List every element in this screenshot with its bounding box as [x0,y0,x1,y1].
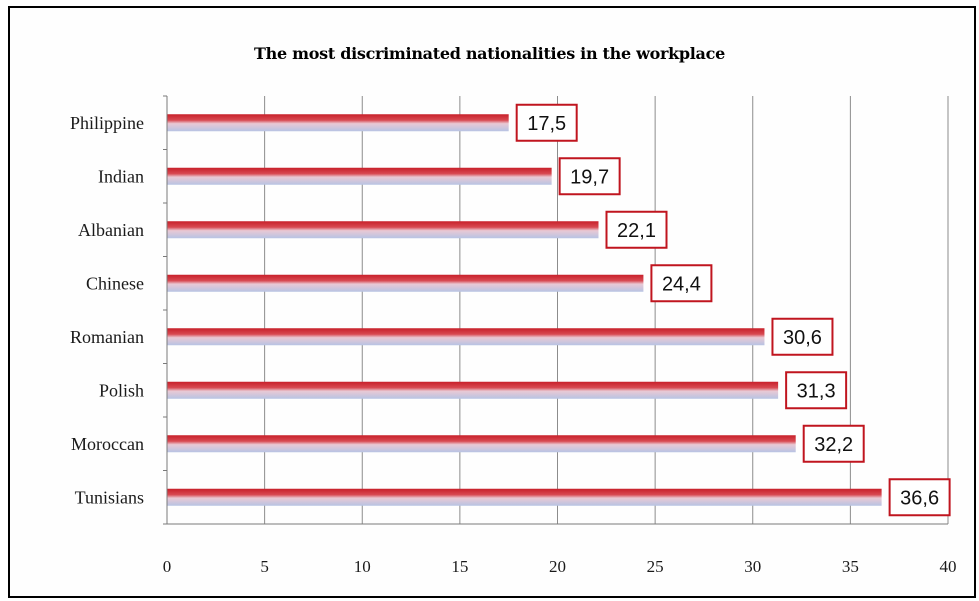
value-label: 36,6 [900,487,939,509]
value-label-box [605,210,668,249]
category-label: Indian [98,166,144,186]
bar [167,381,779,399]
value-label-box [888,478,951,517]
x-tick-label: 10 [354,557,371,576]
value-label-box [771,317,834,356]
bar [167,114,509,132]
category-label: Romanian [70,327,144,347]
category-label: Moroccan [71,434,144,454]
category-label: Philippine [70,113,144,133]
bar [167,435,796,453]
value-label-box [785,371,848,410]
value-label-box [558,157,621,196]
x-tick-label: 0 [163,557,172,576]
chart-title: The most discriminated nationalities in … [254,44,725,63]
x-tick-label: 25 [647,557,664,576]
bar [167,488,882,506]
value-label: 22,1 [617,220,656,242]
bar [167,221,599,239]
x-tick-label: 30 [744,557,761,576]
value-label: 17,5 [527,113,566,135]
category-label: Tunisians [75,487,144,507]
value-label: 19,7 [570,166,609,188]
value-label: 31,3 [797,380,836,402]
category-label: Albanian [78,220,144,240]
category-label: Chinese [86,273,144,293]
value-label: 32,2 [814,434,853,456]
x-tick-label: 35 [842,557,859,576]
bar [167,274,644,292]
x-tick-label: 15 [451,557,468,576]
category-label: Polish [99,380,144,400]
x-tick-label: 20 [549,557,566,576]
value-label-box [650,264,713,303]
value-label-box [515,103,578,142]
bar [167,167,552,185]
value-label-box [802,424,865,463]
value-label: 24,4 [662,273,701,295]
x-tick-label: 40 [940,557,957,576]
value-label: 30,6 [783,327,822,349]
bar [167,328,765,346]
x-tick-label: 5 [260,557,269,576]
